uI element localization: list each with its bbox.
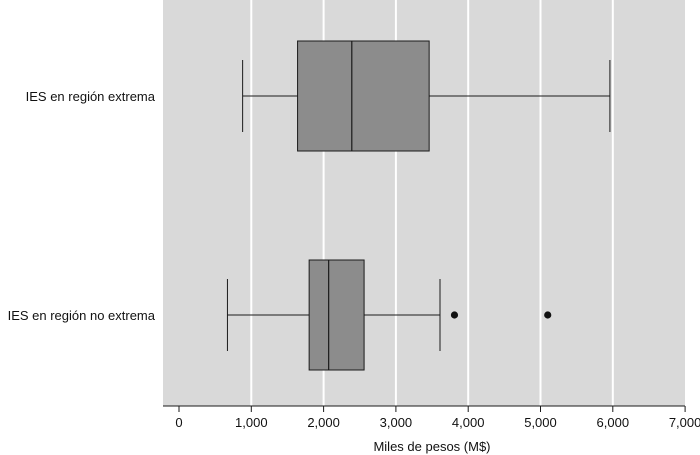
x-tick-label: 6,000	[597, 415, 630, 430]
category-label: IES en región extrema	[26, 89, 156, 104]
category-labels: IES en región extrema IES en región no ex…	[8, 89, 156, 323]
iqr-box	[308, 259, 365, 371]
x-tick-label: 4,000	[452, 415, 485, 430]
x-tick-label: 3,000	[380, 415, 413, 430]
x-tick-label: 2,000	[307, 415, 340, 430]
x-tick-label: 7,000	[669, 415, 700, 430]
x-tick-label: 5,000	[524, 415, 557, 430]
box-group	[226, 259, 552, 371]
outlier-point	[450, 311, 459, 319]
category-label: IES en región no extrema	[8, 308, 156, 323]
x-axis-title: Miles de pesos (M$)	[373, 439, 490, 454]
boxes	[226, 40, 611, 371]
box-group	[242, 40, 611, 152]
outlier-point	[544, 311, 552, 319]
iqr-box	[297, 40, 430, 152]
x-tick-label: 0	[175, 415, 182, 430]
x-tick-label: 1,000	[235, 415, 268, 430]
x-axis-ticks: 0 1,000 2,000 3,000 4,000 5,000 6,000 7,000	[175, 406, 700, 430]
